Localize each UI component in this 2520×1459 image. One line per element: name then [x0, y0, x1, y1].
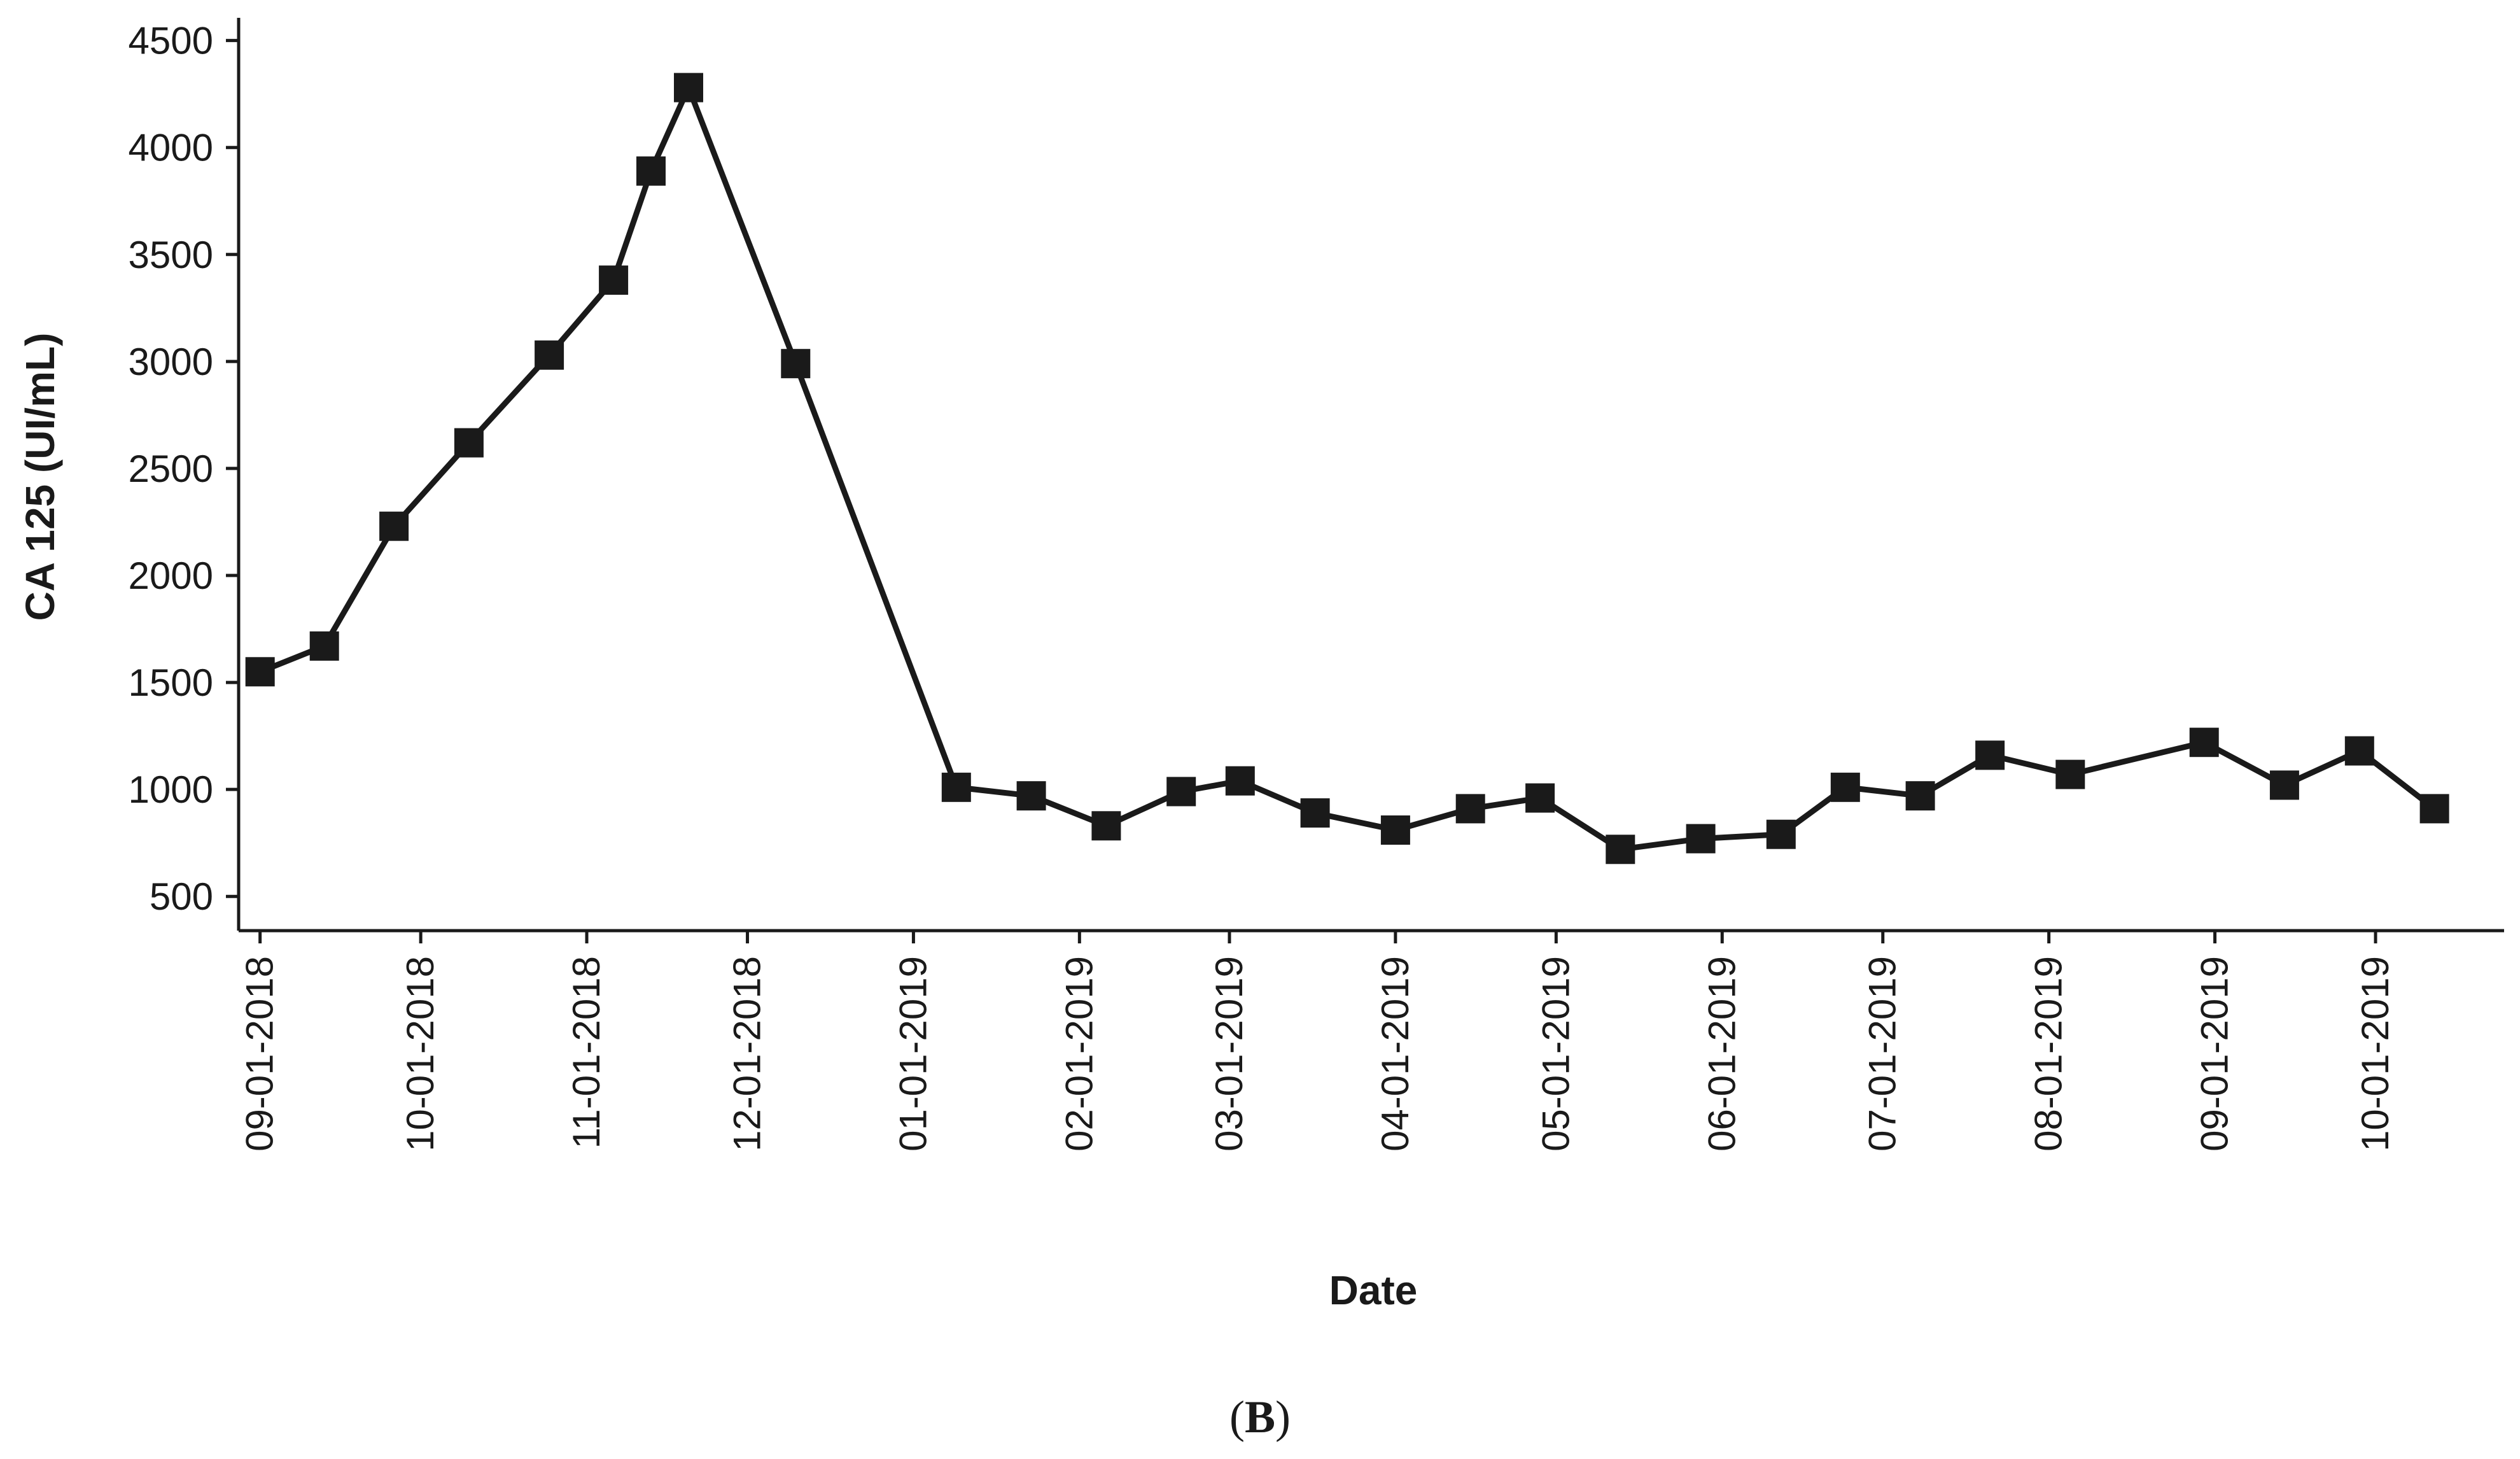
x-tick-label: 04-01-2019: [1374, 956, 1417, 1152]
x-tick-label: 07-01-2019: [1861, 956, 1904, 1152]
y-tick-label: 2000: [129, 554, 213, 597]
data-point-marker: [535, 340, 564, 370]
data-point-marker: [2344, 736, 2374, 766]
x-tick-label: 12-01-2018: [726, 956, 769, 1152]
y-tick-label: 3000: [129, 341, 213, 383]
data-series: [245, 73, 2449, 864]
data-point-marker: [941, 772, 971, 802]
data-point-marker: [1091, 811, 1121, 841]
y-tick-label: 2500: [129, 448, 213, 490]
x-axis-ticks: 09-01-2018 10-01-2018 11-01-2018 12-01-2018…: [239, 931, 2397, 1152]
panel-label: (B): [1229, 1392, 1291, 1442]
y-tick-label: 4500: [129, 20, 213, 62]
data-point-marker: [2189, 728, 2219, 758]
y-tick-label: 1500: [129, 661, 213, 704]
data-point-marker: [454, 428, 484, 458]
axes: 500 1000 1500 2000 2500 3000 3500 4000 4500 09-0…: [129, 18, 2504, 1152]
data-point-marker: [781, 349, 811, 379]
data-point-marker: [1166, 777, 1196, 807]
data-point-marker: [309, 631, 339, 661]
data-point-marker: [674, 73, 703, 102]
panel-label-open: (: [1229, 1392, 1245, 1442]
data-point-marker: [379, 511, 409, 541]
data-point-marker: [1016, 781, 1046, 811]
data-point-marker: [245, 657, 275, 687]
y-tick-label: 4000: [129, 127, 213, 169]
y-axis-ticks: 500 1000 1500 2000 2500 3000 3500 4000 4500: [129, 20, 239, 918]
x-tick-label: 06-01-2019: [1700, 956, 1743, 1152]
data-point-marker: [1606, 835, 1635, 864]
data-point-marker: [1525, 783, 1555, 813]
data-point-marker: [1766, 819, 1796, 849]
data-point-marker: [1455, 794, 1485, 824]
x-tick-label: 02-01-2019: [1058, 956, 1100, 1152]
y-axis-title: CA 125 (UI/mL): [17, 333, 63, 621]
data-point-marker: [1905, 781, 1935, 811]
x-tick-label: 05-01-2019: [1534, 956, 1577, 1152]
x-tick-label: 09-01-2019: [2194, 956, 2236, 1152]
x-tick-label: 10-01-2019: [2354, 956, 2397, 1152]
x-axis-title: Date: [1329, 1267, 1418, 1313]
x-tick-label: 11-01-2018: [565, 956, 608, 1148]
data-point-marker: [2419, 794, 2449, 824]
data-point-marker: [1830, 772, 1860, 802]
data-point-marker: [599, 265, 629, 295]
data-point-marker: [2055, 759, 2085, 789]
series-markers: [245, 73, 2449, 864]
x-tick-label: 03-01-2019: [1208, 956, 1250, 1152]
panel-label-letter: B: [1245, 1392, 1275, 1442]
x-tick-label: 10-01-2018: [399, 956, 442, 1152]
y-tick-label: 3500: [129, 234, 213, 276]
data-point-marker: [636, 156, 666, 186]
y-tick-label: 1000: [129, 768, 213, 811]
data-point-marker: [1380, 815, 1410, 845]
x-tick-label: 01-01-2019: [892, 956, 934, 1152]
data-point-marker: [1686, 824, 1716, 854]
x-tick-label: 08-01-2019: [2027, 956, 2070, 1152]
x-tick-label: 09-01-2018: [239, 956, 281, 1152]
data-point-marker: [2269, 770, 2299, 800]
panel-label-close: ): [1275, 1392, 1291, 1442]
data-point-marker: [1225, 766, 1255, 796]
data-point-marker: [1975, 740, 2005, 770]
data-point-marker: [1300, 798, 1330, 828]
y-tick-label: 500: [150, 875, 213, 918]
series-line: [259, 85, 2437, 852]
